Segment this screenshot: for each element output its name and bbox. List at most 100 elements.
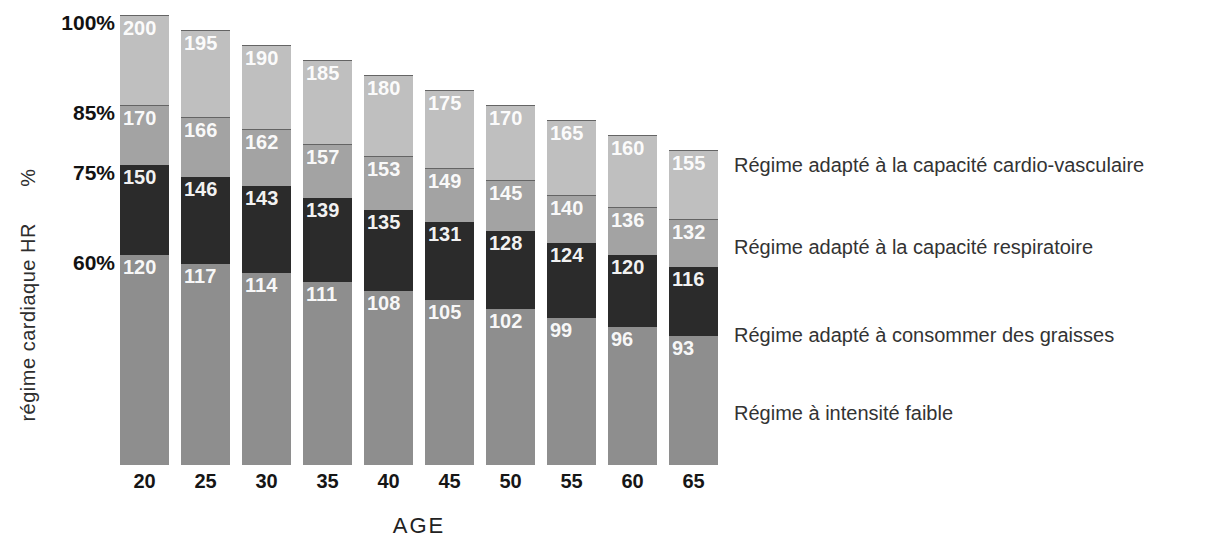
bar-value-label: 120: [611, 257, 644, 277]
bar-segment: 131: [425, 222, 474, 300]
bar-segment: 166: [181, 117, 230, 177]
bar-segment: 195: [181, 30, 230, 117]
bar-segment: 170: [486, 105, 535, 180]
bar-segment: 96: [608, 327, 657, 465]
bar-value-label: 114: [245, 275, 277, 295]
bar-segment: 111: [303, 282, 352, 465]
bar-segment: 99: [547, 318, 596, 465]
bar-segment: 157: [303, 144, 352, 198]
bar-segment: 149: [425, 168, 474, 222]
x-axis-tick-40: 40: [358, 471, 419, 491]
bar-value-label: 155: [672, 153, 705, 173]
bar-value-label: 111: [306, 284, 337, 304]
bar-value-label: 175: [428, 93, 461, 113]
bar-age-30: 114143162190: [242, 0, 291, 465]
bar-segment: 180: [364, 75, 413, 156]
bar-value-label: 136: [611, 210, 644, 230]
bar-value-label: 149: [428, 171, 461, 191]
bar-segment: 155: [669, 150, 718, 219]
y-axis-tick-75%: 75%: [0, 162, 115, 184]
bar-segment: 160: [608, 135, 657, 207]
bar-segment: 140: [547, 195, 596, 243]
bar-segment: 143: [242, 186, 291, 273]
bar-segment: 175: [425, 90, 474, 168]
bar-value-label: 157: [306, 147, 339, 167]
bar-segment: 136: [608, 207, 657, 255]
bar-value-label: 93: [672, 338, 694, 358]
bar-value-label: 96: [611, 329, 633, 349]
bar-segment: 132: [669, 219, 718, 267]
bar-age-60: 96 120 136 160: [608, 0, 657, 465]
x-axis-title: AGE: [120, 513, 718, 539]
bar-segment: 114: [242, 273, 291, 465]
bar-segment: 102: [486, 309, 535, 465]
bar-segment: 105: [425, 300, 474, 465]
bar-value-label: 131: [428, 224, 461, 244]
plot-area: 100%85%75%60%120150170200201171461661952…: [0, 0, 1212, 540]
bar-age-55: 99 124140 165: [547, 0, 596, 465]
bar-value-label: 170: [489, 108, 522, 128]
bar-segment: 150: [120, 165, 169, 255]
bar-age-35: 111 139 157 185: [303, 0, 352, 465]
bar-age-40: 108135 153 180: [364, 0, 413, 465]
x-axis-tick-35: 35: [297, 471, 358, 491]
x-axis-tick-50: 50: [480, 471, 541, 491]
bar-value-label: 200: [123, 18, 156, 38]
bar-value-label: 145: [489, 183, 522, 203]
bar-value-label: 117: [184, 266, 216, 286]
bar-segment: 146: [181, 177, 230, 264]
bar-segment: 200: [120, 15, 169, 105]
y-axis-tick-60%: 60%: [0, 252, 115, 274]
x-axis-tick-25: 25: [175, 471, 236, 491]
bar-value-label: 160: [611, 138, 644, 158]
bar-value-label: 165: [550, 123, 583, 143]
stacked-bar-chart: régime cardiaque HR % 100%85%75%60%12015…: [0, 0, 1212, 540]
x-axis-tick-55: 55: [541, 471, 602, 491]
bar-segment: 162: [242, 129, 291, 186]
bar-value-label: 166: [184, 120, 217, 140]
legend-item-intensite-faible: Régime à intensité faible: [734, 401, 953, 425]
bar-age-45: 105 131 149 175: [425, 0, 474, 465]
bar-segment: 170: [120, 105, 169, 165]
bar-age-25: 117 146 166 195: [181, 0, 230, 465]
bar-value-label: 105: [428, 302, 461, 322]
bar-age-20: 120150 170 200: [120, 0, 169, 465]
legend-item-respiratoire: Régime adapté à la capacité respiratoire: [734, 235, 1093, 259]
bar-value-label: 139: [306, 200, 339, 220]
x-axis-tick-65: 65: [663, 471, 724, 491]
bar-value-label: 153: [367, 159, 400, 179]
bar-value-label: 195: [184, 33, 217, 53]
bar-value-label: 120: [123, 257, 156, 277]
bar-value-label: 143: [245, 188, 278, 208]
bar-value-label: 102: [489, 311, 522, 331]
bar-segment: 145: [486, 180, 535, 231]
bar-value-label: 132: [672, 222, 705, 242]
y-axis-tick-100%: 100%: [0, 12, 115, 34]
bar-value-label: 180: [367, 78, 400, 98]
bar-segment: 120: [608, 255, 657, 327]
x-axis-tick-45: 45: [419, 471, 480, 491]
bar-segment: 139: [303, 198, 352, 282]
bar-value-label: 185: [306, 63, 339, 83]
bar-segment: 120: [120, 255, 169, 465]
bar-value-label: 170: [123, 108, 156, 128]
bar-age-65: 93 116 132 155: [669, 0, 718, 465]
bar-segment: 135: [364, 210, 413, 291]
bar-value-label: 116: [672, 269, 704, 289]
bar-segment: 108: [364, 291, 413, 465]
bar-segment: 117: [181, 264, 230, 465]
bar-value-label: 124: [550, 245, 583, 265]
bar-segment: 93: [669, 336, 718, 465]
bar-value-label: 162: [245, 132, 278, 152]
y-axis-tick-85%: 85%: [0, 102, 115, 124]
bar-value-label: 146: [184, 179, 217, 199]
bar-segment: 116: [669, 267, 718, 336]
legend-item-graisses: Régime adapté à consommer des graisses: [734, 323, 1114, 347]
bar-value-label: 99: [550, 320, 572, 340]
bar-segment: 165: [547, 120, 596, 195]
legend-item-cardio-vasculaire: Régime adapté à la capacité cardio-vascu…: [734, 153, 1144, 177]
bar-segment: 185: [303, 60, 352, 144]
bar-segment: 124: [547, 243, 596, 318]
bar-value-label: 108: [367, 293, 400, 313]
x-axis-tick-60: 60: [602, 471, 663, 491]
